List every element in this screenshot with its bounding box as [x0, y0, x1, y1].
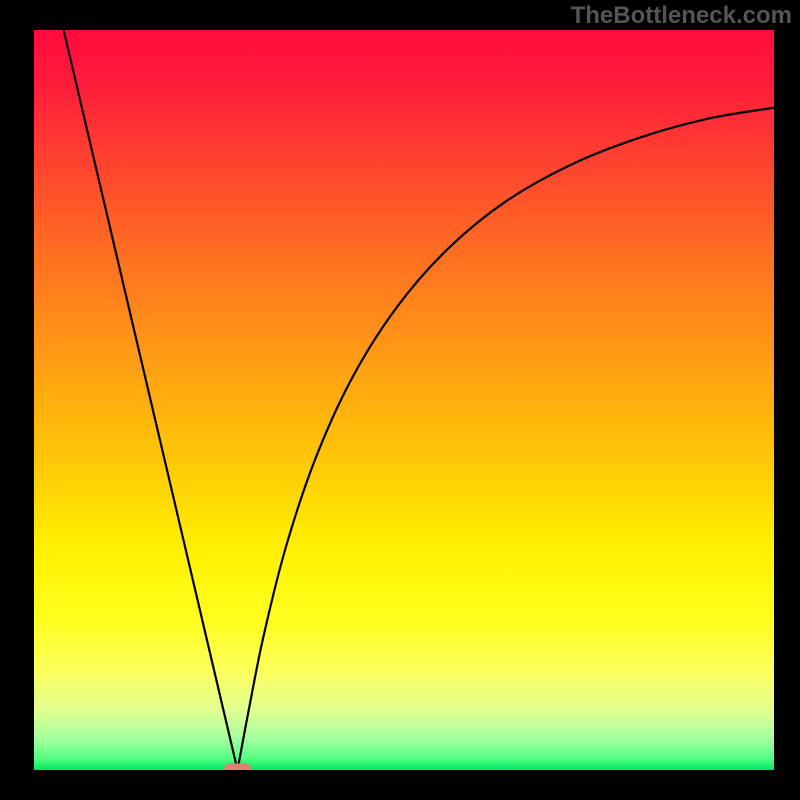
chart-frame: TheBottleneck.com [0, 0, 800, 800]
plot-svg [34, 30, 774, 770]
gradient-background [34, 30, 774, 770]
plot-area [34, 30, 774, 770]
attribution-label: TheBottleneck.com [571, 2, 792, 30]
optimal-marker [223, 763, 251, 770]
